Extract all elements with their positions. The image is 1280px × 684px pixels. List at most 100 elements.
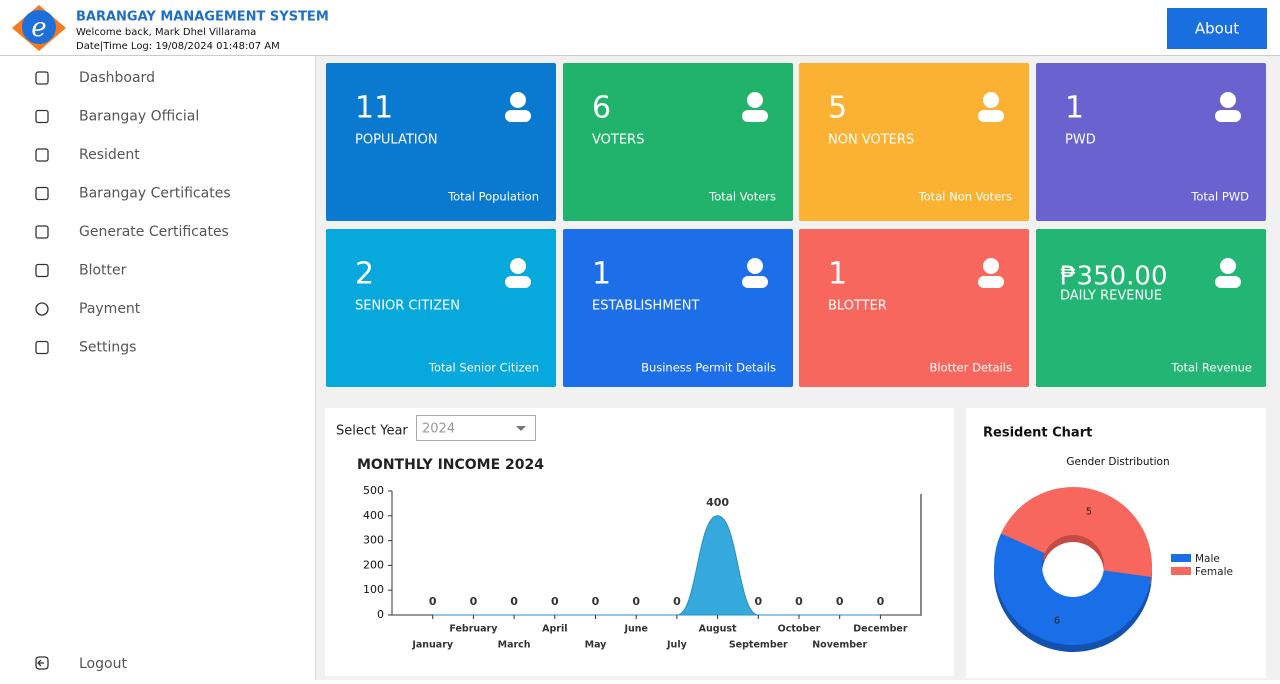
- sidebar-label[interactable]: Dashboard: [79, 70, 155, 86]
- card-bg[interactable]: [1036, 229, 1266, 387]
- select-year-label: Select Year: [336, 424, 408, 439]
- svg-text:e: e: [31, 13, 46, 43]
- about-label[interactable]: About: [1195, 20, 1239, 38]
- sidebar-label[interactable]: Blotter: [79, 263, 127, 279]
- card-bg[interactable]: [563, 229, 793, 387]
- legend-swatch: [1171, 554, 1191, 562]
- dropdown-arrow[interactable]: [516, 426, 526, 431]
- x-tick-label: March: [498, 640, 531, 651]
- data-label: 0: [592, 595, 600, 608]
- card-icon: [505, 92, 531, 122]
- card-bg[interactable]: [799, 229, 1029, 387]
- card-value[interactable]: ₱350.00: [1060, 262, 1168, 292]
- x-tick-label: October: [778, 624, 821, 635]
- data-label: 0: [510, 595, 518, 608]
- card-value[interactable]: 5: [828, 91, 847, 126]
- income-chart: MONTHLY INCOME 2024 0 100 200 300 400 500 Janua…: [357, 457, 922, 651]
- icon-part: [510, 258, 526, 274]
- card-label[interactable]: NON VOTERS: [828, 133, 914, 148]
- sidebar-icon[interactable]: [35, 340, 49, 355]
- icon-part: [1220, 92, 1236, 108]
- sidebar-label[interactable]: Barangay Certificates: [79, 186, 231, 202]
- slice-label: 5: [1086, 506, 1092, 517]
- stat-card[interactable]: 1 PWD Total PWD: [1036, 63, 1266, 221]
- sidebar-label[interactable]: Payment: [79, 301, 141, 317]
- card-footer[interactable]: Total Voters: [708, 190, 776, 204]
- card-value[interactable]: 1: [1065, 91, 1084, 126]
- card-label[interactable]: VOTERS: [592, 133, 644, 148]
- about-button[interactable]: [1167, 8, 1267, 49]
- card-bg[interactable]: [326, 229, 556, 387]
- stat-card[interactable]: 2 SENIOR CITIZEN Total Senior Citizen: [326, 229, 556, 387]
- sidebar-icon[interactable]: [35, 71, 49, 85]
- sidebar-item[interactable]: Settings: [35, 340, 136, 356]
- sidebar-item[interactable]: Payment: [35, 301, 141, 317]
- card-icon: [742, 92, 768, 122]
- card-bg[interactable]: [799, 63, 1029, 221]
- resident-title: Resident Chart: [983, 426, 1092, 441]
- sidebar-icon[interactable]: [35, 109, 49, 124]
- data-label: 0: [551, 595, 559, 608]
- card-icon: [978, 92, 1004, 122]
- y-tick-label: 200: [363, 558, 384, 571]
- y-tick-label: 500: [363, 484, 384, 497]
- sidebar-icon[interactable]: [35, 302, 49, 316]
- sidebar-icon[interactable]: [35, 225, 49, 239]
- sidebar-item[interactable]: Generate Certificates: [35, 224, 229, 240]
- card-label[interactable]: PWD: [1065, 133, 1096, 148]
- x-tick-label: September: [729, 640, 788, 651]
- card-footer[interactable]: Blotter Details: [930, 361, 1012, 375]
- card-footer[interactable]: Total Senior Citizen: [428, 361, 539, 375]
- sidebar: Dashboard Barangay Official Resident Barang…: [35, 70, 231, 356]
- sidebar-icon[interactable]: [35, 148, 49, 162]
- card-value[interactable]: 2: [355, 257, 374, 292]
- card-value[interactable]: 1: [828, 257, 847, 292]
- card-bg[interactable]: [563, 63, 793, 221]
- x-tick-label: July: [666, 640, 688, 651]
- stat-card[interactable]: 6 VOTERS Total Voters: [563, 63, 793, 221]
- card-value[interactable]: 11: [355, 91, 393, 126]
- sidebar-item[interactable]: Blotter: [35, 263, 127, 279]
- card-bg[interactable]: [1036, 63, 1266, 221]
- card-value[interactable]: 6: [592, 91, 611, 126]
- card-footer[interactable]: Total PWD: [1190, 190, 1249, 204]
- sidebar-label[interactable]: Settings: [79, 340, 136, 356]
- card-label[interactable]: BLOTTER: [828, 299, 887, 314]
- logout-item[interactable]: Logout: [35, 656, 127, 672]
- card-value[interactable]: 1: [592, 257, 611, 292]
- card-footer[interactable]: Total Population: [447, 190, 539, 204]
- card-label[interactable]: DAILY REVENUE: [1060, 289, 1162, 304]
- card-label[interactable]: POPULATION: [355, 133, 438, 148]
- sidebar-label[interactable]: Barangay Official: [79, 109, 199, 125]
- sidebar-item[interactable]: Resident: [35, 147, 140, 163]
- sidebar-icon[interactable]: [35, 263, 49, 278]
- slice: [1001, 487, 1153, 577]
- stat-card[interactable]: 1 BLOTTER Blotter Details: [799, 229, 1029, 387]
- sidebar-item[interactable]: Barangay Official: [35, 109, 199, 125]
- sidebar-label[interactable]: Generate Certificates: [79, 224, 229, 240]
- stat-card[interactable]: 11 POPULATION Total Population: [326, 63, 556, 221]
- data-label: 0: [632, 595, 640, 608]
- icon-part: [510, 92, 526, 108]
- card-bg[interactable]: [326, 63, 556, 221]
- card-label[interactable]: ESTABLISHMENT: [592, 299, 699, 314]
- sidebar-item[interactable]: Barangay Certificates: [35, 186, 231, 202]
- app-title: BARANGAY MANAGEMENT SYSTEM: [76, 10, 329, 25]
- sidebar-label[interactable]: Resident: [79, 147, 140, 163]
- logout-label[interactable]: Logout: [79, 656, 127, 672]
- year-dropdown[interactable]: [416, 415, 536, 441]
- stat-card[interactable]: 5 NON VOTERS Total Non Voters: [799, 63, 1029, 221]
- sidebar-item[interactable]: Dashboard: [35, 70, 155, 86]
- card-footer[interactable]: Business Permit Details: [641, 361, 776, 375]
- card-footer[interactable]: Total Revenue: [1170, 361, 1252, 375]
- card-icon: [1215, 92, 1241, 122]
- card-icon: [1215, 258, 1241, 288]
- year-value[interactable]: 2024: [422, 422, 455, 437]
- icon-part: [742, 276, 768, 288]
- chart-title: MONTHLY INCOME 2024: [357, 457, 544, 473]
- card-label[interactable]: SENIOR CITIZEN: [355, 299, 460, 314]
- card-footer[interactable]: Total Non Voters: [918, 190, 1012, 204]
- sidebar-icon[interactable]: [35, 186, 49, 201]
- stat-card[interactable]: 1 ESTABLISHMENT Business Permit Details: [563, 229, 793, 387]
